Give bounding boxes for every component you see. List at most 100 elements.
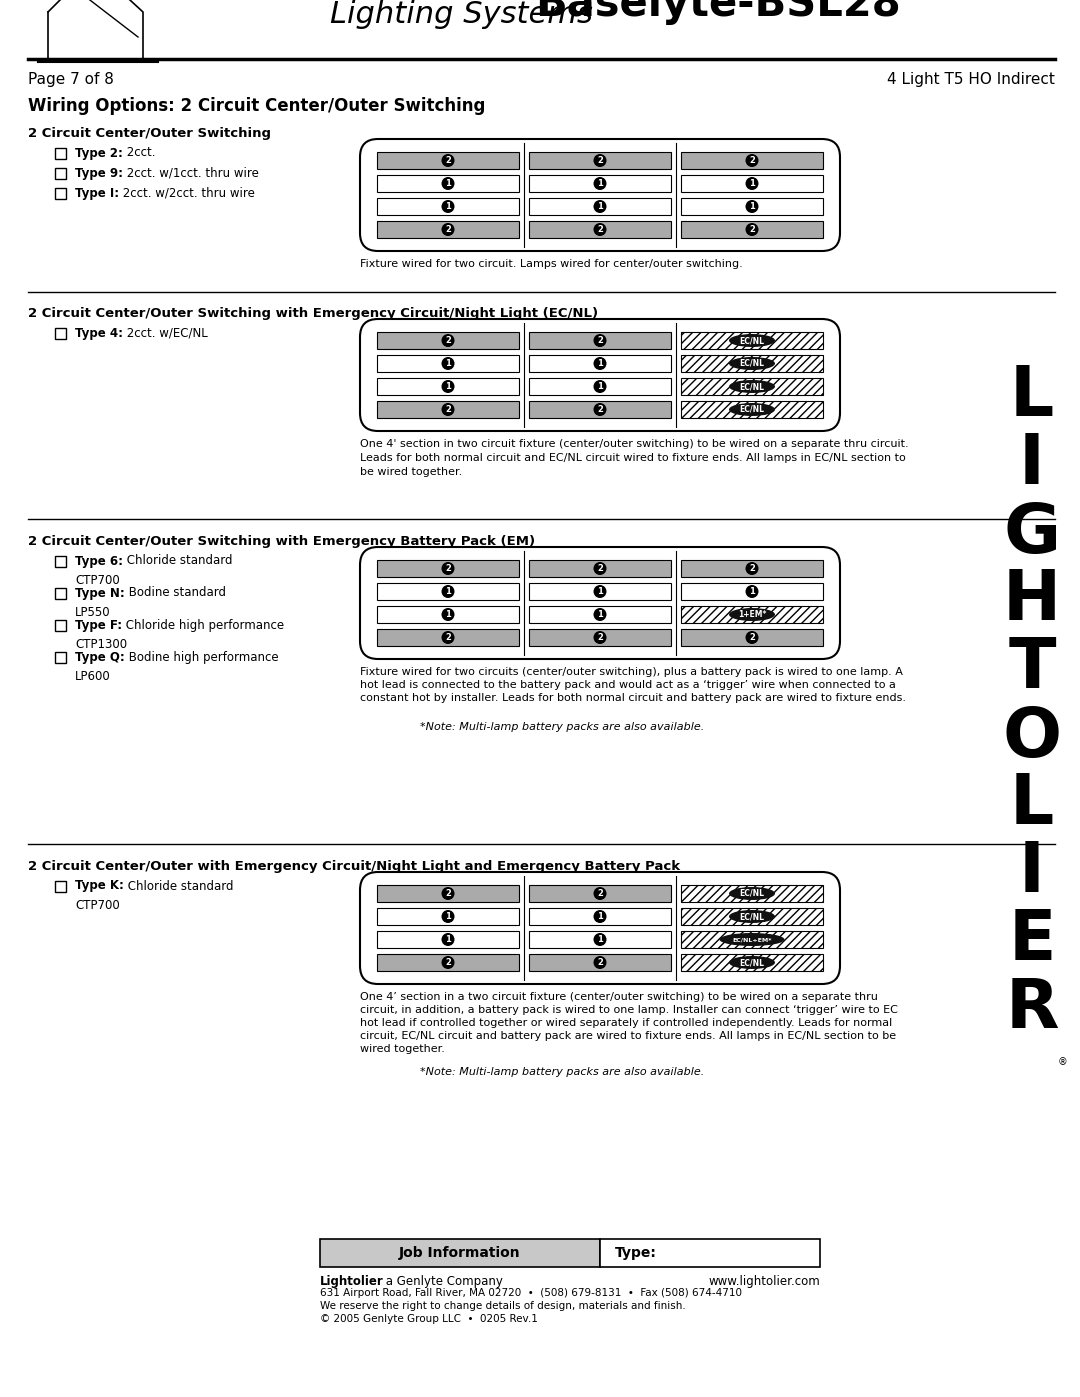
Ellipse shape: [594, 562, 607, 576]
Text: circuit, in addition, a battery pack is wired to one lamp. Installer can connect: circuit, in addition, a battery pack is …: [360, 1004, 897, 1016]
Text: I: I: [1020, 432, 1045, 499]
Text: Baselyte-BSL28: Baselyte-BSL28: [535, 0, 901, 25]
Text: E: E: [1009, 908, 1056, 975]
Ellipse shape: [729, 909, 775, 923]
Text: 2 Circuit Center/Outer Switching with Emergency Circuit/Night Light (EC/NL): 2 Circuit Center/Outer Switching with Em…: [28, 307, 598, 320]
Text: be wired together.: be wired together.: [360, 467, 462, 476]
Bar: [681, 401, 823, 418]
Bar: [529, 355, 671, 372]
Text: Type 4:: Type 4:: [75, 327, 123, 339]
Text: 2 Circuit Center/Outer Switching with Emergency Battery Pack (EM): 2 Circuit Center/Outer Switching with Em…: [28, 535, 535, 548]
Text: 1: 1: [597, 179, 603, 189]
Ellipse shape: [442, 334, 455, 346]
Text: constant hot by installer. Leads for both normal circuit and battery pack are wi: constant hot by installer. Leads for bot…: [360, 693, 906, 703]
Text: Type F:: Type F:: [75, 619, 122, 631]
Bar: [55, 148, 66, 158]
Bar: [529, 332, 671, 349]
Text: 1: 1: [445, 203, 451, 211]
Bar: [681, 908, 823, 925]
Bar: [377, 379, 519, 395]
Text: hot lead if controlled together or wired separately if controlled independently.: hot lead if controlled together or wired…: [360, 1018, 892, 1028]
Text: 1: 1: [597, 381, 603, 391]
Text: EC/NL: EC/NL: [740, 958, 765, 967]
Bar: [529, 401, 671, 418]
Text: CTP1300: CTP1300: [75, 638, 127, 651]
Ellipse shape: [594, 585, 607, 598]
Bar: [377, 332, 519, 349]
Ellipse shape: [594, 887, 607, 900]
Text: 2: 2: [597, 337, 603, 345]
Text: 2: 2: [750, 633, 755, 643]
Text: 2: 2: [597, 564, 603, 573]
Text: 2cct. w/2cct. thru wire: 2cct. w/2cct. thru wire: [119, 187, 255, 200]
Bar: [377, 401, 519, 418]
Text: 1: 1: [597, 912, 603, 921]
Text: Type 6:: Type 6:: [75, 555, 123, 567]
Ellipse shape: [745, 585, 758, 598]
Bar: [529, 954, 671, 971]
Ellipse shape: [442, 933, 455, 946]
Ellipse shape: [442, 562, 455, 576]
Text: 2: 2: [445, 156, 451, 165]
Bar: [377, 908, 519, 925]
Bar: [529, 379, 671, 395]
Text: Type N:: Type N:: [75, 587, 125, 599]
Text: 2 Circuit Center/Outer with Emergency Circuit/Night Light and Emergency Battery : 2 Circuit Center/Outer with Emergency Ci…: [28, 861, 680, 873]
Text: wired together.: wired together.: [360, 1044, 445, 1053]
Bar: [681, 221, 823, 237]
Text: 1: 1: [597, 359, 603, 367]
Bar: [681, 954, 823, 971]
Bar: [529, 152, 671, 169]
Bar: [529, 221, 671, 237]
Ellipse shape: [745, 200, 758, 212]
Text: LP600: LP600: [75, 671, 111, 683]
Ellipse shape: [729, 334, 775, 346]
Bar: [681, 629, 823, 645]
Text: EC/NL+EM*: EC/NL+EM*: [732, 937, 772, 942]
Text: 1: 1: [750, 179, 755, 189]
Ellipse shape: [442, 200, 455, 212]
FancyBboxPatch shape: [360, 548, 840, 659]
Text: T: T: [1009, 636, 1056, 703]
Ellipse shape: [729, 956, 775, 970]
Bar: [55, 651, 66, 662]
Bar: [681, 886, 823, 902]
Ellipse shape: [594, 402, 607, 416]
Ellipse shape: [719, 933, 784, 946]
Text: Chloride standard: Chloride standard: [123, 555, 232, 567]
Text: 1: 1: [597, 935, 603, 944]
Ellipse shape: [442, 887, 455, 900]
Text: Type I:: Type I:: [75, 187, 119, 200]
Bar: [377, 560, 519, 577]
Text: *Note: Multi-lamp battery packs are also available.: *Note: Multi-lamp battery packs are also…: [420, 1067, 704, 1077]
Bar: [55, 187, 66, 198]
Bar: [55, 619, 66, 630]
FancyBboxPatch shape: [360, 319, 840, 432]
Ellipse shape: [594, 956, 607, 970]
Bar: [55, 588, 66, 598]
Ellipse shape: [594, 334, 607, 346]
Bar: [377, 583, 519, 599]
Ellipse shape: [594, 933, 607, 946]
Ellipse shape: [442, 956, 455, 970]
Text: 2: 2: [445, 337, 451, 345]
Text: EC/NL: EC/NL: [740, 337, 765, 345]
Bar: [377, 355, 519, 372]
Bar: [377, 606, 519, 623]
Text: 2cct. w/EC/NL: 2cct. w/EC/NL: [123, 327, 207, 339]
Bar: [681, 332, 823, 349]
Ellipse shape: [442, 608, 455, 622]
Bar: [529, 198, 671, 215]
Text: Type 9:: Type 9:: [75, 166, 123, 179]
Text: 4 Light T5 HO Indirect: 4 Light T5 HO Indirect: [887, 73, 1055, 87]
Ellipse shape: [594, 608, 607, 622]
Bar: [55, 168, 66, 179]
Text: 631 Airport Road, Fall River, MA 02720  •  (508) 679-8131  •  Fax (508) 674-4710: 631 Airport Road, Fall River, MA 02720 •…: [320, 1288, 742, 1298]
Text: H: H: [1003, 567, 1061, 634]
Text: 2: 2: [445, 888, 451, 898]
Text: 1: 1: [445, 587, 451, 597]
Text: Lighting Systems: Lighting Systems: [330, 0, 603, 29]
Text: EC/NL: EC/NL: [740, 405, 765, 414]
Text: Chloride high performance: Chloride high performance: [122, 619, 284, 631]
Text: Wiring Options: 2 Circuit Center/Outer Switching: Wiring Options: 2 Circuit Center/Outer S…: [28, 96, 485, 115]
